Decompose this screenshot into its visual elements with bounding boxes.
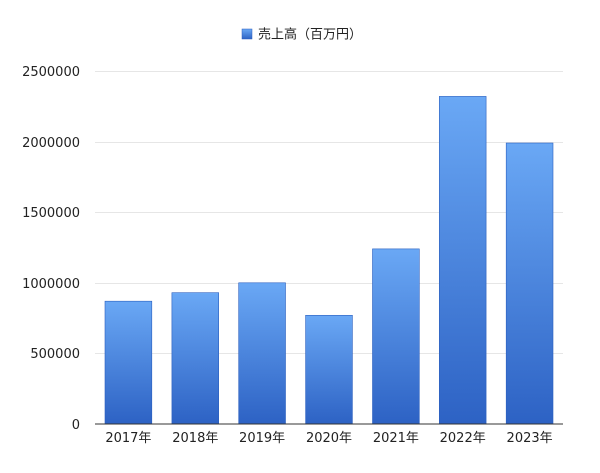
- x-tick-label: 2020年: [306, 431, 352, 446]
- x-tick-label: 2021年: [373, 431, 419, 446]
- bar: [238, 282, 286, 425]
- x-tick-label: 2023年: [507, 431, 553, 446]
- x-tick-label: 2017年: [105, 431, 151, 446]
- y-tick-label: 1000000: [22, 277, 80, 292]
- x-tick-label: 2019年: [239, 431, 285, 446]
- x-axis-tick-labels: 2017年 2018年 2019年 2020年 2021年 2022年 2023年: [105, 431, 552, 446]
- bar: [505, 142, 554, 425]
- y-tick-label: 2500000: [22, 65, 80, 80]
- y-axis-tick-labels: 0 500000 1000000 1500000 2000000 2500000: [22, 65, 80, 433]
- bar: [171, 292, 219, 425]
- y-tick-label: 2000000: [22, 136, 80, 151]
- bar: [305, 314, 353, 425]
- bar: [104, 300, 153, 425]
- bar: [372, 248, 420, 425]
- bars: [104, 96, 554, 425]
- bar: [438, 96, 487, 425]
- legend: 売上高（百万円）: [241, 27, 362, 43]
- y-tick-label: 500000: [30, 347, 80, 362]
- grid-lines: [95, 71, 563, 354]
- x-tick-label: 2022年: [440, 431, 486, 446]
- y-tick-label: 1500000: [22, 206, 80, 221]
- legend-swatch: [241, 28, 253, 40]
- y-tick-label: 0: [72, 418, 80, 433]
- x-tick-label: 2018年: [172, 431, 218, 446]
- legend-label: 売上高（百万円）: [258, 27, 362, 43]
